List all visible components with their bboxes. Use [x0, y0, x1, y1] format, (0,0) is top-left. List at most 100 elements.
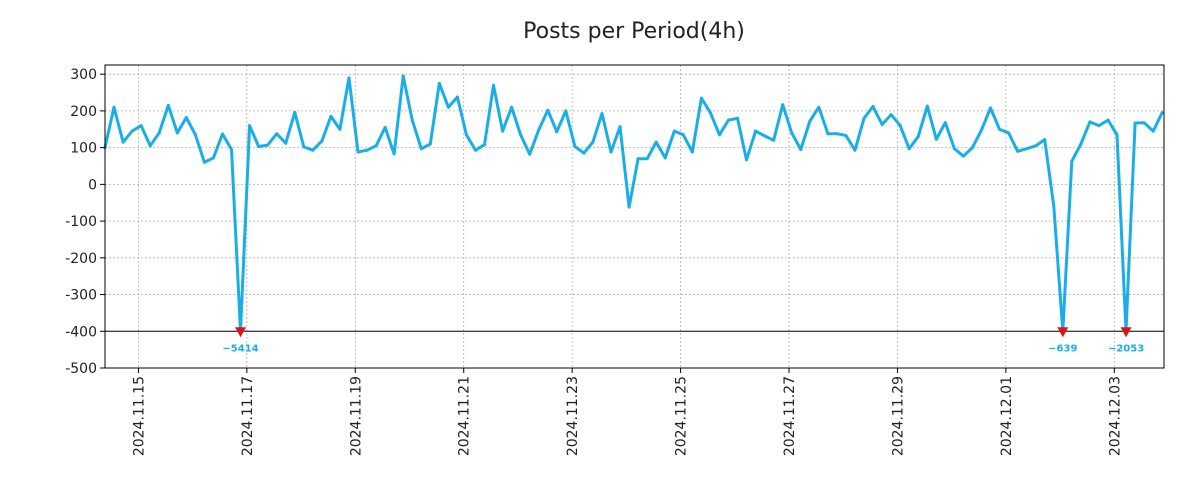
y-tick-label: -300 — [65, 288, 97, 304]
y-tick-label: 0 — [88, 177, 97, 193]
data-point — [573, 145, 577, 148]
data-point — [311, 148, 315, 152]
data-point — [745, 158, 748, 162]
x-tick-label: 2024.11.15 — [131, 376, 147, 456]
data-point — [1142, 121, 1146, 125]
data-point — [998, 127, 1001, 131]
data-point — [175, 131, 179, 135]
y-tick-label: -200 — [65, 251, 97, 267]
data-point — [1034, 144, 1038, 148]
data-point — [464, 133, 468, 137]
data-point — [663, 156, 667, 160]
data-point — [961, 154, 965, 158]
data-point — [112, 105, 116, 109]
data-point — [320, 139, 324, 143]
data-point — [970, 146, 974, 150]
data-point — [184, 116, 188, 119]
data-point — [808, 119, 812, 123]
data-point — [519, 133, 523, 137]
data-point — [248, 124, 252, 128]
data-point — [925, 104, 929, 108]
data-point — [157, 131, 161, 135]
data-point — [772, 138, 776, 142]
data-point — [1151, 129, 1155, 133]
data-point — [139, 124, 143, 128]
data-point — [1097, 124, 1101, 128]
data-point — [257, 145, 261, 148]
clip-marker — [1120, 327, 1132, 338]
data-point — [1025, 147, 1029, 151]
plot-frame — [104, 64, 1165, 369]
data-point — [898, 124, 902, 128]
clip-marker — [235, 327, 247, 338]
data-point — [193, 133, 197, 137]
data-point — [537, 128, 541, 132]
data-point — [437, 81, 441, 85]
x-tick-label: 2024.11.29 — [890, 376, 906, 456]
data-point — [329, 114, 333, 118]
y-tick-label: 300 — [70, 67, 97, 83]
data-point — [275, 132, 279, 136]
data-point — [528, 152, 532, 156]
data-point — [148, 144, 152, 148]
data-point — [492, 83, 495, 87]
data-point — [1016, 149, 1020, 153]
data-point — [736, 116, 739, 120]
data-point — [211, 156, 215, 160]
data-point — [582, 151, 586, 155]
y-tick-label: 200 — [70, 104, 97, 120]
data-point — [907, 147, 911, 151]
data-point — [763, 134, 767, 138]
data-point — [708, 111, 712, 115]
y-tick-label: -500 — [65, 361, 97, 377]
data-point — [121, 140, 125, 144]
clip-marker — [1057, 327, 1069, 338]
data-point — [284, 141, 288, 145]
data-point — [681, 133, 685, 137]
data-point — [392, 152, 396, 156]
data-point — [483, 143, 486, 147]
data-point — [1070, 159, 1074, 163]
data-point — [952, 147, 956, 151]
series — [103, 74, 1164, 333]
data-point — [672, 129, 676, 133]
data-point — [130, 129, 134, 133]
clip-value-label: −639 — [1048, 343, 1077, 354]
data-point — [871, 105, 875, 108]
data-point — [636, 157, 640, 161]
data-point — [618, 125, 622, 129]
data-point — [645, 157, 649, 161]
data-point — [347, 76, 351, 80]
axes: 300 200 100 0 -100 -200 -300 -400 -500 2024.11.15… — [65, 64, 1165, 456]
data-point — [202, 160, 206, 164]
data-point — [934, 137, 938, 141]
data-point — [1079, 142, 1083, 146]
data-point — [817, 105, 821, 109]
data-point — [564, 109, 568, 113]
data-point — [166, 103, 170, 107]
data-point — [428, 142, 432, 146]
data-point — [627, 205, 631, 209]
x-tick-label: 2024.11.25 — [674, 376, 690, 456]
x-tick-label: 2024.11.19 — [348, 376, 364, 456]
data-point — [555, 130, 559, 134]
data-point — [654, 140, 658, 144]
y-tick-label: 100 — [70, 141, 97, 157]
clip-value-label: −2053 — [1108, 343, 1144, 354]
data-point — [383, 125, 387, 129]
data-point — [266, 143, 270, 147]
data-point — [1052, 204, 1056, 208]
data-point — [410, 118, 414, 122]
x-tick-label: 2024.11.21 — [457, 376, 473, 456]
data-point — [510, 105, 514, 109]
data-point — [754, 129, 758, 133]
data-point — [916, 135, 920, 139]
x-tick-label: 2024.12.01 — [999, 376, 1015, 456]
data-point — [401, 74, 405, 78]
x-tick-label: 2024.11.27 — [782, 376, 798, 456]
data-point — [446, 105, 450, 109]
data-point — [781, 103, 785, 107]
x-tick-label: 2024.12.03 — [1107, 376, 1123, 456]
